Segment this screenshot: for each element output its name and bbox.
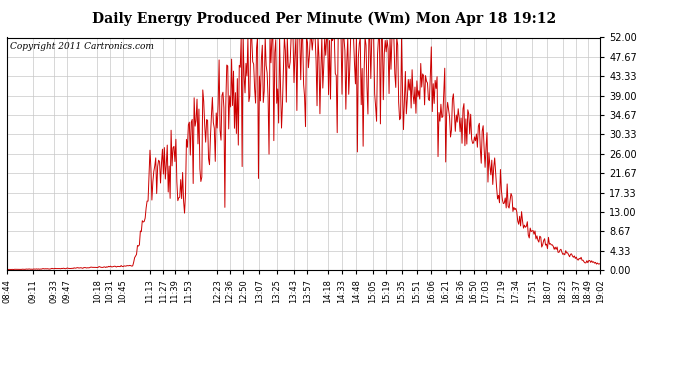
Text: Daily Energy Produced Per Minute (Wm) Mon Apr 18 19:12: Daily Energy Produced Per Minute (Wm) Mo… — [92, 11, 556, 26]
Text: Copyright 2011 Cartronics.com: Copyright 2011 Cartronics.com — [10, 42, 154, 51]
